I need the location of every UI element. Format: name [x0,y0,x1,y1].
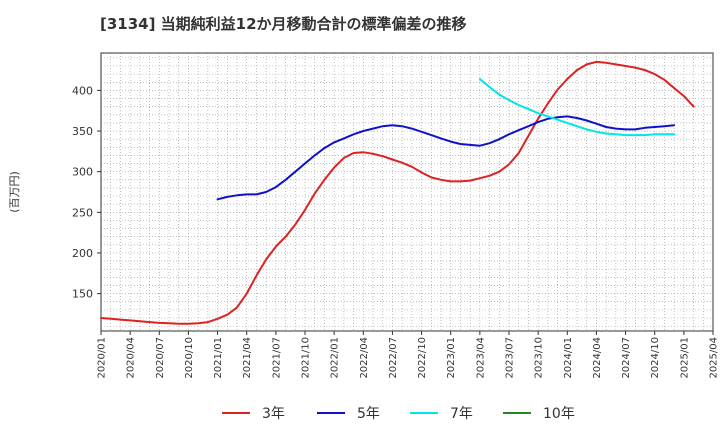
legend-label: 7年 [450,406,473,422]
x-tick-label: 2020/04 [126,337,137,379]
x-tick-label: 2024/10 [650,337,661,379]
series-layer [100,60,695,325]
x-tick-label: 2021/07 [271,337,282,379]
series-line-5年 [216,115,676,201]
x-tick-label: 2025/01 [679,337,690,379]
grid-layer [101,53,713,331]
x-tick-label: 2021/10 [301,337,312,379]
x-tick-label: 2023/01 [446,337,457,379]
y-tick-label: 400 [72,84,93,97]
x-tick-label: 2022/10 [417,337,428,379]
x-tick-label: 2024/01 [563,337,574,379]
x-tick-label: 2022/04 [359,337,370,379]
legend: 3年 5年 7年 10年 [222,406,575,422]
x-tick-label: 2025/04 [709,337,720,379]
y-tick-label: 200 [72,247,93,260]
x-axis-ticks: 2020/01 2020/04 2020/07 2020/10 2021/01 2021/… [97,331,720,379]
x-tick-label: 2023/10 [534,337,545,379]
x-tick-label: 2024/04 [592,337,603,379]
legend-label: 5年 [357,406,380,422]
plot-frame [100,52,714,332]
x-tick-label: 2020/07 [155,337,166,379]
y-tick-label: 300 [72,166,93,179]
chart-title: [3134] 当期純利益12か月移動合計の標準偏差の推移 [100,15,467,33]
x-tick-label: 2022/01 [330,337,341,379]
y-tick-label: 150 [72,288,93,301]
x-tick-label: 2020/01 [97,337,108,379]
series-line-7年 [478,78,676,137]
y-axis-ticks: 150 200 250 300 350 400 [72,84,101,301]
legend-label: 10年 [543,406,575,422]
y-axis-label: (百万円) [8,171,21,213]
x-tick-label: 2022/07 [388,337,399,379]
y-tick-label: 250 [72,206,93,219]
series-line-3年 [100,60,695,325]
x-tick-label: 2021/01 [213,337,224,379]
x-tick-label: 2020/10 [184,337,195,379]
x-tick-label: 2023/07 [505,337,516,379]
x-tick-label: 2021/04 [242,337,253,379]
x-tick-label: 2023/04 [475,337,486,379]
y-tick-label: 350 [72,125,93,138]
legend-label: 3年 [262,406,285,422]
x-tick-label: 2024/07 [621,337,632,379]
